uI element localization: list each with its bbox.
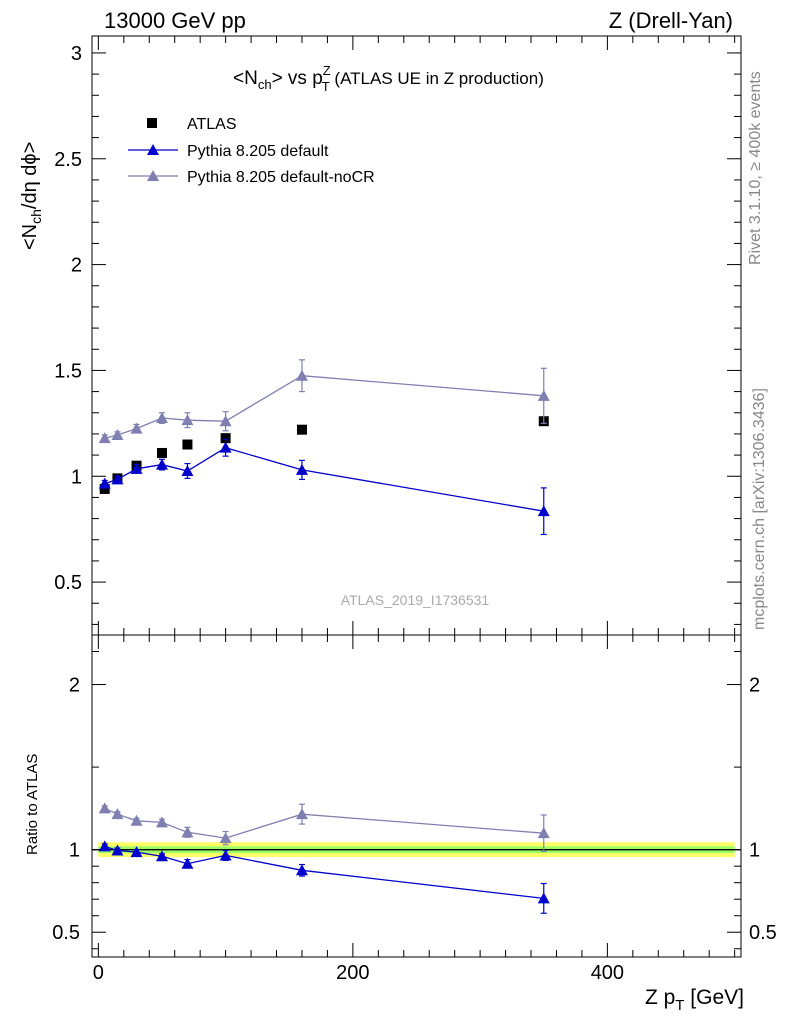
default-point bbox=[181, 464, 194, 476]
legend: ATLAS Pythia 8.205 default Pythia 8.205 … bbox=[128, 116, 375, 186]
nocr-point bbox=[219, 415, 232, 427]
default-point bbox=[111, 473, 124, 485]
ratio-default-point bbox=[219, 849, 232, 861]
nocr-line bbox=[104, 375, 544, 439]
nocr-point bbox=[181, 414, 194, 426]
nocr-point bbox=[295, 369, 308, 381]
default-line bbox=[104, 446, 544, 512]
main-y-tick-label: 0.5 bbox=[54, 572, 82, 594]
default-point bbox=[98, 477, 111, 489]
ratio-default-point bbox=[155, 850, 168, 862]
ratio-y-label: Ratio to ATLAS bbox=[24, 754, 41, 855]
ratio-nocr-point bbox=[295, 808, 308, 820]
ratio-default-point bbox=[98, 840, 111, 852]
ratio-nocr-point bbox=[130, 814, 143, 826]
ratio-y-tick-label-left: 2 bbox=[69, 675, 80, 697]
mcplots-label: mcplots.cern.ch [arXiv:1306.3436] bbox=[751, 388, 768, 630]
default-point bbox=[130, 462, 143, 474]
x-axis-label: Z pT [GeV] bbox=[645, 986, 744, 1014]
header-left: 13000 GeV pp bbox=[104, 8, 246, 33]
atlas-data-point bbox=[220, 433, 231, 444]
main-y-tick-label: 2.5 bbox=[54, 149, 82, 171]
x-tick-label: 400 bbox=[591, 962, 624, 984]
nocr-point bbox=[130, 422, 143, 434]
ratio-nocr-point bbox=[155, 816, 168, 828]
atlas-data-point bbox=[182, 439, 193, 450]
x-tick-labels: 0 200 400 bbox=[93, 962, 624, 984]
ratio-default-point bbox=[130, 846, 143, 858]
ratio-series bbox=[98, 802, 550, 914]
main-y-tick-label: 1 bbox=[71, 466, 82, 488]
ratio-y-tick-label-right: 1 bbox=[749, 840, 760, 862]
ratio-default-point bbox=[537, 892, 550, 904]
ratio-uncertainty-band bbox=[92, 842, 741, 858]
nocr-point bbox=[537, 389, 550, 401]
analysis-watermark: ATLAS_2019_I1736531 bbox=[341, 592, 490, 608]
ratio-nocr-point bbox=[111, 808, 124, 820]
main-y-tick-label: 2 bbox=[71, 255, 82, 277]
ratio-default-point bbox=[295, 864, 308, 876]
main-y-label: <Nch/dη dϕ> bbox=[19, 142, 44, 250]
legend-label-nocr: Pythia 8.205 default-noCR bbox=[187, 169, 375, 186]
default-point bbox=[295, 463, 308, 475]
x-tick-label: 200 bbox=[336, 962, 369, 984]
ratio-default-point bbox=[181, 857, 194, 869]
chart-title: <Nch> vs pZ T (ATLAS UE in Z production) bbox=[233, 63, 544, 94]
atlas-data-point bbox=[156, 447, 167, 458]
ratio-axis-ticks bbox=[92, 635, 741, 957]
nocr-point bbox=[155, 412, 168, 424]
main-y-tick-labels: 0.5 1 1.5 2 2.5 3 bbox=[54, 43, 82, 594]
ratio-y-tick-labels: 0.5 0.5 1 1 2 2 bbox=[52, 675, 777, 945]
ratio-panel: 0.5 0.5 1 1 2 2 0 200 400 Ratio to ATLAS Z pT [… bbox=[24, 634, 777, 1014]
ratio-y-tick-label-left: 1 bbox=[69, 840, 80, 862]
ratio-y-tick-label-left: 0.5 bbox=[52, 922, 80, 944]
ratio-frame bbox=[91, 634, 742, 958]
default-point bbox=[155, 458, 168, 470]
ratio-y-tick-label-right: 2 bbox=[749, 675, 760, 697]
main-axis-ticks bbox=[92, 36, 741, 635]
nocr-point bbox=[111, 428, 124, 440]
main-y-tick-label: 1.5 bbox=[54, 360, 82, 382]
main-series bbox=[98, 359, 550, 536]
x-tick-label: 0 bbox=[93, 962, 104, 984]
default-point bbox=[537, 505, 550, 517]
ratio-y-tick-label-right: 0.5 bbox=[749, 922, 777, 944]
ratio-default-point bbox=[111, 844, 124, 856]
ratio-nocr-point bbox=[181, 826, 194, 838]
rivet-label: Rivet 3.1.10, ≥ 400k events bbox=[747, 71, 764, 265]
atlas-data-point bbox=[99, 483, 110, 494]
header-right: Z (Drell-Yan) bbox=[609, 8, 733, 33]
legend-label-atlas: ATLAS bbox=[187, 116, 237, 133]
default-point bbox=[219, 441, 232, 453]
ratio-nocr-point bbox=[219, 832, 232, 844]
nocr-point bbox=[98, 432, 111, 444]
main-y-tick-label: 3 bbox=[71, 43, 82, 65]
ratio-nocr-point bbox=[537, 827, 550, 839]
legend-marker-atlas bbox=[147, 118, 157, 128]
main-panel: 0.5 1 1.5 2 2.5 3 ATLAS_2019_I1736531 <Nch> v… bbox=[19, 35, 742, 636]
ratio-nocr-point bbox=[98, 802, 111, 814]
legend-marker-default bbox=[147, 144, 159, 155]
atlas-data-point bbox=[296, 424, 307, 435]
legend-label-default: Pythia 8.205 default bbox=[187, 143, 329, 160]
legend-marker-nocr bbox=[147, 170, 159, 181]
